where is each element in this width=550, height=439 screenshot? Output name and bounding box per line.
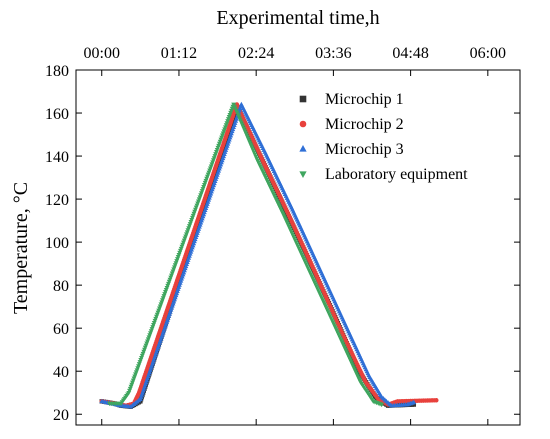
y-tick-label: 120: [45, 192, 69, 209]
y-tick-label: 180: [45, 63, 69, 80]
top-tick-label: 06:00: [470, 45, 506, 62]
y-tick-label: 40: [53, 364, 69, 381]
y-tick-label: 60: [53, 321, 69, 338]
series-3: [99, 101, 417, 409]
legend-label: Microchip 1: [325, 91, 404, 108]
y-tick-label: 160: [45, 106, 69, 123]
legend-marker: [299, 145, 307, 152]
top-axis-title: Experimental time,h: [216, 7, 379, 29]
y-tick-label: 140: [45, 149, 69, 166]
plot-frame: [75, 69, 521, 426]
data-point: [379, 402, 385, 408]
y-tick-label: 80: [53, 278, 69, 295]
legend: Microchip 1 Microchip 2 Microchip 3 Laborat…: [299, 91, 468, 183]
series-layer: [99, 101, 439, 409]
legend-marker: [299, 95, 307, 103]
data-point: [434, 398, 439, 403]
top-tick-label: 01:12: [161, 45, 197, 62]
top-tick-label: 00:00: [84, 45, 120, 62]
legend-marker: [299, 120, 307, 128]
axis-ticks: 20 40 60 80 100 120 140 160 180 00:00 01:12 02:24 03…: [45, 45, 520, 425]
y-tick-label: 100: [45, 235, 69, 252]
series-4: [107, 102, 385, 408]
plot-border: [75, 69, 521, 426]
top-tick-label: 02:24: [238, 45, 274, 62]
top-tick-label: 03:36: [315, 45, 351, 62]
legend-label: Laboratory equipment: [325, 166, 468, 183]
legend-marker: [299, 171, 307, 178]
legend-label: Microchip 3: [325, 141, 404, 158]
y-tick-label: 20: [53, 407, 69, 424]
legend-label: Microchip 2: [325, 116, 404, 133]
data-point: [411, 399, 417, 405]
top-tick-label: 04:48: [392, 45, 428, 62]
y-axis-title: Temperature, °C: [10, 182, 32, 314]
